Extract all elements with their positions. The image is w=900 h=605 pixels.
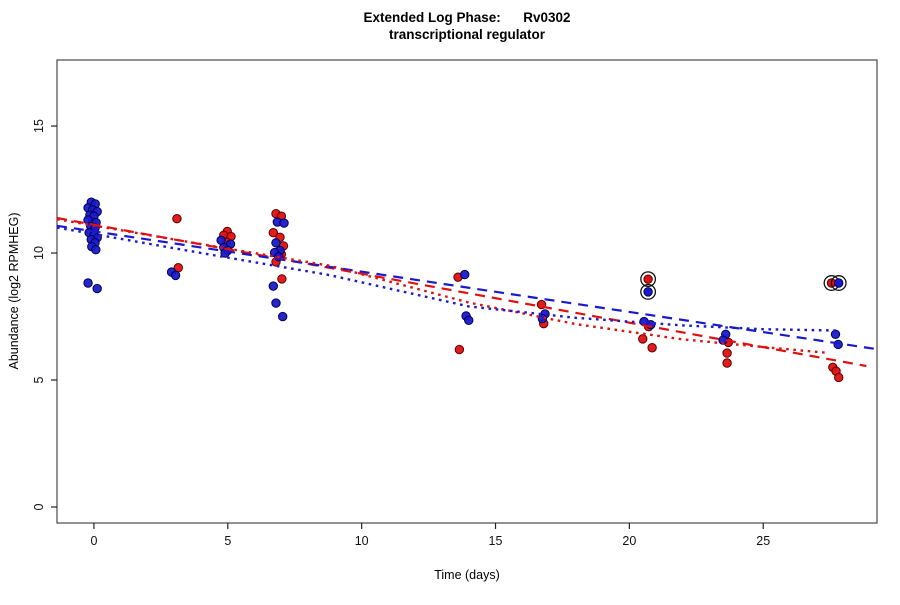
blue-condition-point — [279, 218, 289, 228]
x-axis-label: Time (days) — [434, 568, 500, 582]
x-tick-label: 0 — [90, 534, 97, 548]
red-condition-flagged-point — [643, 274, 653, 284]
outlier-circle-marker — [640, 271, 657, 288]
red-condition-point — [722, 358, 732, 368]
y-tick-label: 10 — [32, 246, 46, 260]
red-condition-point — [638, 334, 648, 344]
x-tick-label: 10 — [355, 534, 369, 548]
red-condition-point — [172, 214, 182, 224]
plot-area: 0 5 10 15 20 25 0 5 10 15 — [32, 59, 878, 548]
blue-condition-point — [830, 329, 841, 339]
x-tick-label: 15 — [489, 534, 503, 548]
plot-box — [56, 59, 878, 524]
red-condition-point — [454, 344, 465, 355]
red-condition-point — [834, 372, 844, 383]
x-tick-label: 25 — [756, 534, 770, 548]
y-axis-label: Abundance (log2 RPMHEG) — [7, 212, 21, 369]
red-condition-point — [722, 348, 732, 358]
y-tick-label: 5 — [32, 376, 46, 383]
blue-condition-point — [271, 298, 281, 308]
chart-subtitle: transcriptional regulator — [389, 27, 546, 42]
blue-condition-point — [277, 311, 288, 322]
blue-condition-point — [460, 269, 470, 280]
outlier-circle-marker — [640, 283, 657, 300]
blue-condition-flagged-point — [834, 278, 844, 288]
chart-title: Extended Log Phase: Rv0302 — [363, 10, 570, 25]
outlier-circle-marker — [830, 275, 847, 291]
blue-condition-flagged-point — [643, 287, 653, 297]
blue-condition-point — [464, 315, 474, 326]
blue-linear-fit-line — [56, 224, 876, 351]
blue-condition-point — [92, 283, 102, 294]
red-condition-point — [268, 228, 279, 238]
blue-condition-point — [268, 281, 279, 291]
blue-condition-point — [91, 245, 101, 255]
blue-condition-point — [537, 313, 548, 324]
y-tick-label: 0 — [32, 503, 46, 510]
blue-condition-point — [170, 270, 181, 281]
red-condition-point — [277, 274, 287, 284]
y-tick-label: 15 — [32, 119, 46, 133]
blue-condition-point — [83, 278, 93, 288]
blue-condition-point — [271, 238, 281, 248]
blue-smooth-fit-line — [56, 226, 836, 332]
red-smooth-fit-line — [56, 218, 825, 354]
x-tick-label: 20 — [622, 534, 636, 548]
red-condition-point — [647, 343, 657, 353]
x-tick-label: 5 — [224, 534, 231, 548]
